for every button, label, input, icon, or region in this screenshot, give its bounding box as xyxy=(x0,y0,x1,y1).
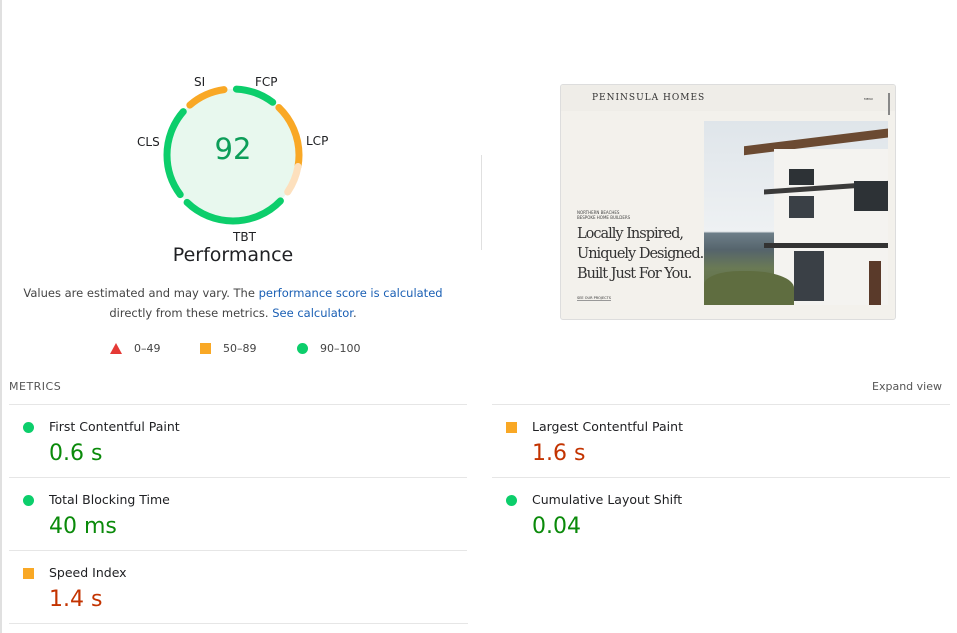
legend-average: 50–89 xyxy=(200,342,257,355)
page-screenshot[interactable]: PENINSULA HOMES MENU NORTHERN BEACHES BES… xyxy=(560,84,896,320)
expand-view-toggle[interactable]: Expand view xyxy=(872,380,942,393)
site-brand: PENINSULA HOMES xyxy=(592,93,706,103)
left-border xyxy=(0,0,2,633)
gauge-label-lcp: LCP xyxy=(306,134,329,148)
metric-fcp: First Contentful Paint 0.6 s xyxy=(9,404,467,477)
legend-poor: 0–49 xyxy=(110,342,161,355)
divider xyxy=(9,623,468,624)
triangle-icon xyxy=(110,343,122,354)
site-headline: Locally Inspired, Uniquely Designed. Built… xyxy=(577,226,704,282)
performance-score-link[interactable]: performance score is calculated xyxy=(258,286,443,300)
metric-si: Speed Index 1.4 s xyxy=(9,550,467,623)
performance-gauge xyxy=(163,85,303,225)
metric-cls: Cumulative Layout Shift 0.04 xyxy=(492,477,950,550)
gauge-label-si: SI xyxy=(194,75,206,89)
divider xyxy=(481,155,482,250)
gauge-arc-lcp xyxy=(163,85,303,225)
gauge-label-fcp: FCP xyxy=(255,75,278,89)
site-menu: MENU xyxy=(864,97,873,101)
good-circle-icon xyxy=(23,495,34,506)
house-image xyxy=(704,121,888,305)
good-circle-icon xyxy=(506,495,517,506)
metrics-heading: METRICS xyxy=(9,380,62,393)
score-description: Values are estimated and may vary. The p… xyxy=(23,286,443,320)
metric-tbt: Total Blocking Time 40 ms xyxy=(9,477,467,550)
performance-score: 92 xyxy=(214,132,252,166)
gauge-label-tbt: TBT xyxy=(233,230,256,244)
average-square-icon xyxy=(506,422,517,433)
square-icon xyxy=(200,343,211,354)
see-calculator-link[interactable]: See calculator xyxy=(272,306,353,320)
good-circle-icon xyxy=(23,422,34,433)
gauge-arc-cls xyxy=(163,85,303,225)
gauge-fill xyxy=(167,89,299,221)
gauge-label-cls: CLS xyxy=(137,135,160,149)
metric-lcp: Largest Contentful Paint 1.6 s xyxy=(492,404,950,477)
gauge-arc-tbt xyxy=(163,85,303,225)
gauge-arc-fcp xyxy=(163,85,303,225)
legend-good: 90–100 xyxy=(297,342,361,355)
circle-icon xyxy=(297,343,308,354)
average-square-icon xyxy=(23,568,34,579)
performance-title: Performance xyxy=(172,244,294,266)
scrollbar xyxy=(888,93,890,115)
